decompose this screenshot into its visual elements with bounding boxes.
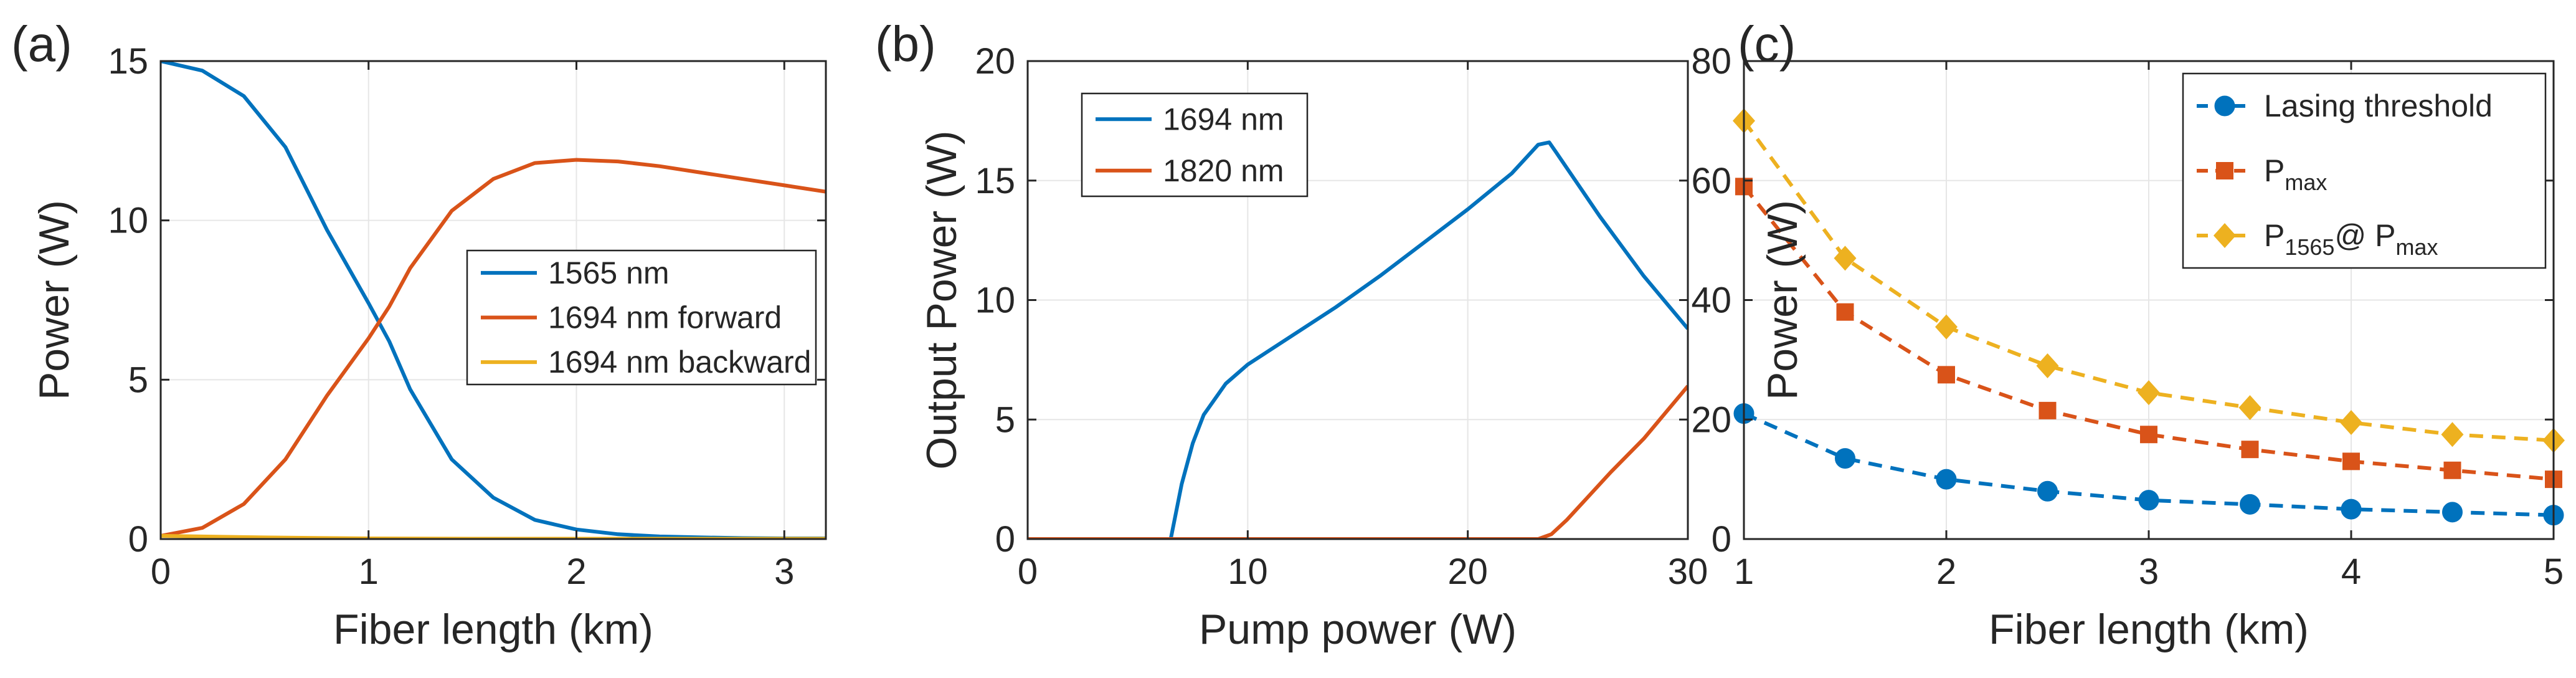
legend: Lasing threshold Pmax P1565@ Pmax [2182, 72, 2547, 269]
legend-marker-1 [2216, 162, 2233, 179]
data-point-s1-4 [2140, 426, 2157, 444]
data-point-s0-5 [2240, 494, 2260, 515]
data-point-s2-7 [2441, 422, 2464, 447]
legend-marker-0 [2214, 95, 2235, 117]
data-point-s0-2 [1936, 469, 1957, 490]
data-point-s1-6 [2342, 452, 2360, 470]
x-tick-label: 5 [2544, 551, 2564, 592]
data-point-s2-6 [2340, 410, 2362, 436]
panel-label: (b) [875, 16, 936, 72]
y-tick-label: 20 [975, 41, 1015, 82]
data-point-s2-1 [1834, 246, 1857, 271]
legend-label-1: 1694 nm forward [548, 300, 782, 335]
x-tick-label: 1 [1734, 551, 1754, 592]
y-tick-label: 5 [128, 360, 148, 400]
y-tick-label: 40 [1691, 280, 1731, 321]
data-point-s1-5 [2241, 441, 2259, 459]
data-point-s1-3 [2039, 401, 2057, 419]
x-axis-label: Fiber length (km) [1989, 606, 2309, 653]
series-line-0 [1744, 411, 2554, 517]
legend-label-0: 1565 nm [548, 255, 670, 290]
legend-marker-2 [2214, 223, 2236, 248]
y-tick-label: 5 [995, 399, 1015, 440]
y-tick-label: 15 [975, 161, 1015, 201]
legend-label-2: 1694 nm backward [548, 345, 811, 380]
legend-label-2: P1565@ Pmax [2264, 218, 2438, 260]
y-tick-label: 10 [108, 201, 148, 241]
series-line-1 [1744, 185, 2554, 482]
panel-c: 1 2 3 4 5 0 20 40 60 80 Fiber length (km) Power (W)… [1691, 16, 2565, 653]
x-tick-label: 20 [1447, 551, 1488, 592]
data-point-s1-7 [2443, 461, 2461, 479]
y-tick-label: 60 [1691, 161, 1731, 201]
y-tick-label: 15 [108, 41, 148, 82]
x-tick-label: 3 [2139, 551, 2159, 592]
y-tick-label: 0 [1712, 519, 1731, 560]
x-tick-label: 4 [2341, 551, 2361, 592]
y-tick-label: 0 [128, 519, 148, 560]
x-axis-label: Pump power (W) [1199, 606, 1517, 653]
x-tick-label: 0 [1018, 551, 1038, 592]
data-point-s0-1 [1835, 448, 1855, 469]
axes-box [159, 60, 827, 540]
y-axis-label: Power (W) [31, 200, 78, 400]
y-tick-label: 10 [975, 280, 1015, 321]
legend-label-0: Lasing threshold [2264, 88, 2493, 123]
y-tick-label: 20 [1691, 399, 1731, 440]
data-point-s2-4 [2138, 380, 2160, 406]
legend: 1565 nm 1694 nm forward 1694 nm backward [466, 249, 817, 386]
x-tick-label: 1 [359, 551, 379, 592]
x-axis-label: Fiber length (km) [333, 606, 653, 653]
data-point-s0-4 [2138, 490, 2159, 511]
x-tick-label: 2 [566, 551, 586, 592]
data-point-s2-2 [1935, 314, 1958, 340]
y-axis-label: Power (W) [1759, 200, 1806, 400]
data-point-s0-6 [2341, 499, 2362, 520]
y-tick-label: 0 [995, 519, 1015, 560]
panel-a: 0 1 2 3 0 5 10 15 Fiber length (km) Power (W) (a) 1… [11, 16, 827, 653]
x-tick-label: 3 [774, 551, 794, 592]
data-point-s0-3 [2037, 480, 2058, 502]
legend: 1694 nm 1820 nm [1081, 92, 1309, 198]
series-line-1 [1028, 384, 1688, 539]
panel-label: (a) [11, 16, 72, 72]
x-tick-label: 30 [1668, 551, 1708, 592]
panel-label: (c) [1738, 16, 1796, 72]
data-point-s1-1 [1836, 303, 1854, 321]
legend-label-1: Pmax [2264, 153, 2327, 195]
panel-b: 0 10 20 30 0 5 10 15 20 Pump power (W) Output Powe… [875, 16, 1708, 653]
data-point-s0-7 [2442, 502, 2463, 523]
x-tick-label: 0 [151, 551, 171, 592]
legend-label-0: 1694 nm [1163, 102, 1284, 136]
y-tick-label: 80 [1691, 41, 1731, 82]
legend-label-1: 1820 nm [1163, 153, 1284, 188]
series-line-0 [1028, 140, 1688, 539]
x-tick-label: 10 [1228, 551, 1268, 592]
x-tick-label: 2 [1936, 551, 1956, 592]
data-point-s2-5 [2238, 395, 2261, 421]
data-point-s1-2 [1938, 366, 1955, 384]
legend-box [1081, 92, 1309, 198]
y-axis-label: Output Power (W) [918, 130, 965, 469]
data-point-s2-3 [2036, 353, 2059, 378]
series-line-1 [161, 158, 826, 538]
